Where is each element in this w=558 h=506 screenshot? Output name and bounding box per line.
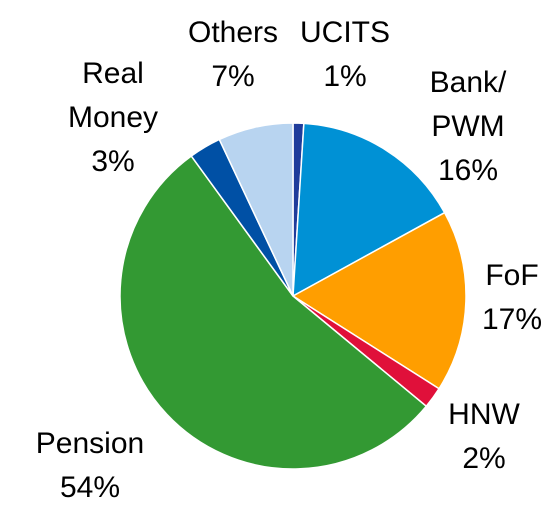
value-label: 3% xyxy=(91,145,135,178)
slice-label: Bank/ PWM 16% xyxy=(398,61,538,193)
value-label: 2% xyxy=(462,442,506,475)
category-label: FoF xyxy=(485,259,539,292)
category-label: Real Money xyxy=(67,57,159,134)
category-label: Pension xyxy=(35,427,145,460)
slice-label: FoF 17% xyxy=(442,254,558,342)
category-label: Others xyxy=(187,16,279,49)
pie-slice xyxy=(291,211,467,390)
value-label: 54% xyxy=(59,471,121,504)
value-label: 17% xyxy=(481,303,543,336)
pie-slice xyxy=(292,122,446,298)
pie-slice xyxy=(119,154,428,470)
slice-label: HNW 2% xyxy=(414,393,554,481)
pie-slice xyxy=(218,122,294,297)
slice-label: Pension 54% xyxy=(20,422,160,506)
slice-label: UCITS 1% xyxy=(275,11,415,99)
category-label: Bank/ PWM xyxy=(429,66,507,143)
value-label: 16% xyxy=(437,154,499,187)
category-label: HNW xyxy=(448,398,520,431)
value-label: 1% xyxy=(323,60,367,93)
slice-label: Real Money 3% xyxy=(43,52,183,184)
slice-label: Others 7% xyxy=(163,11,303,99)
value-label: 7% xyxy=(211,60,255,93)
category-label: UCITS xyxy=(300,16,390,49)
